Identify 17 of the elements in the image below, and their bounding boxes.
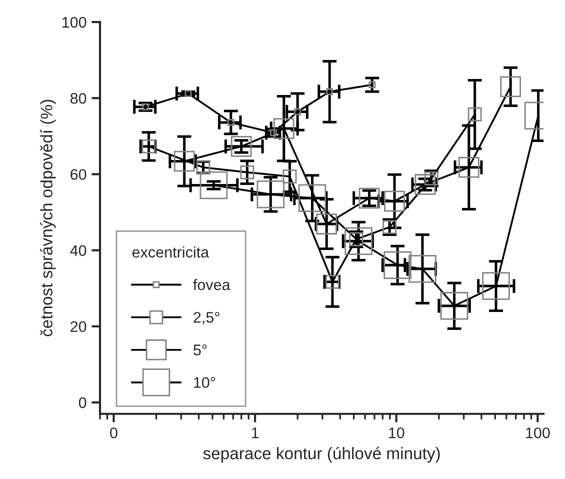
x-axis-title: separace kontur (úhlové minuty)	[203, 446, 440, 463]
x-tick-label: 0	[110, 427, 118, 438]
legend-title: excentricita	[132, 246, 210, 258]
y-tick-label: 80	[70, 92, 86, 104]
y-tick-label: 60	[70, 169, 86, 180]
y-tick-label: 0	[78, 397, 86, 408]
y-tick-label: 100	[62, 16, 86, 28]
x-tick-label: 1	[252, 428, 259, 438]
legend-label: 5°	[194, 344, 207, 356]
y-axis-title: četnost správných odpovědí (%)	[40, 100, 56, 336]
legend-label: fovea	[193, 278, 230, 290]
legend-label: 2,5°	[194, 312, 220, 325]
x-tick-label: 100	[526, 427, 550, 438]
y-tick-label: 20	[70, 321, 86, 332]
legend-label: 10°	[194, 377, 216, 388]
y-tick-label: 40	[70, 245, 86, 256]
x-tick-label: 10	[389, 427, 404, 438]
